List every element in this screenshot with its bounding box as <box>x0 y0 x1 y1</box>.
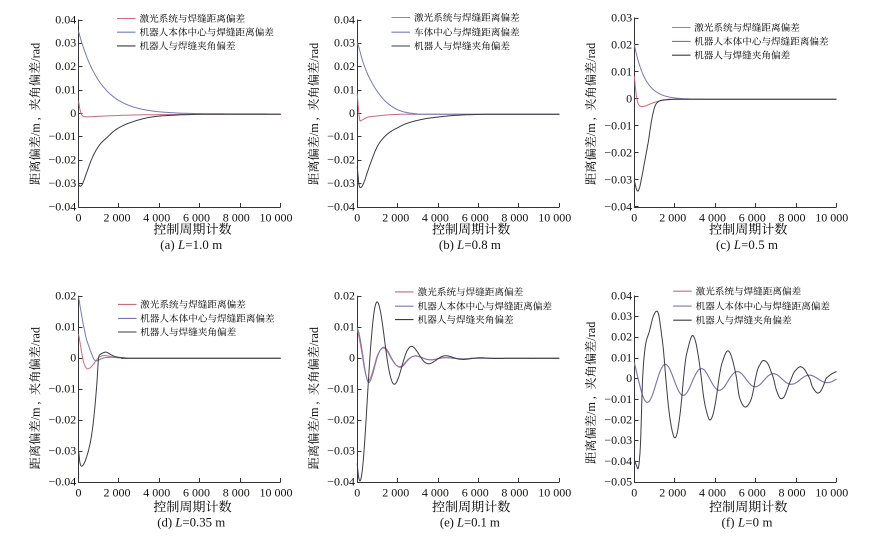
svg-text:0.01: 0.01 <box>55 82 76 96</box>
svg-text:0.01: 0.01 <box>611 350 632 364</box>
svg-text:8 000: 8 000 <box>779 210 806 224</box>
svg-text:0: 0 <box>76 486 82 500</box>
svg-text:10 000: 10 000 <box>815 210 848 224</box>
svg-text:0: 0 <box>626 91 632 105</box>
svg-text:0: 0 <box>354 486 360 500</box>
svg-text:2 000: 2 000 <box>104 486 131 500</box>
svg-text:2 000: 2 000 <box>382 486 409 500</box>
svg-text:0.04: 0.04 <box>334 12 355 26</box>
svg-text:6 000: 6 000 <box>183 210 210 224</box>
svg-text:0.02: 0.02 <box>611 330 632 344</box>
svg-text:6 000: 6 000 <box>462 210 489 224</box>
svg-text:8 000: 8 000 <box>501 486 528 500</box>
svg-text:2 000: 2 000 <box>382 210 409 224</box>
svg-text:0: 0 <box>76 210 82 224</box>
svg-text:−0.03: −0.03 <box>327 176 355 190</box>
svg-text:−0.03: −0.03 <box>604 433 632 447</box>
svg-text:−0.01: −0.01 <box>49 129 77 143</box>
svg-text:2 000: 2 000 <box>104 210 131 224</box>
svg-text:0.03: 0.03 <box>611 10 632 24</box>
svg-text:−0.02: −0.02 <box>604 145 632 159</box>
svg-text:0.02: 0.02 <box>611 37 632 51</box>
svg-text:(c) L=0.5 m: (c) L=0.5 m <box>716 238 778 252</box>
svg-text:−0.02: −0.02 <box>49 413 77 427</box>
svg-text:−0.02: −0.02 <box>327 153 355 167</box>
svg-text:−0.02: −0.02 <box>604 413 632 427</box>
svg-text:2 000: 2 000 <box>659 486 686 500</box>
svg-text:2 000: 2 000 <box>659 210 686 224</box>
svg-text:4 000: 4 000 <box>699 210 726 224</box>
svg-text:0.02: 0.02 <box>55 59 76 73</box>
svg-text:4 000: 4 000 <box>143 210 170 224</box>
svg-text:0.03: 0.03 <box>611 309 632 323</box>
svg-text:−0.04: −0.04 <box>49 199 77 213</box>
svg-text:4 000: 4 000 <box>143 486 170 500</box>
svg-text:0.03: 0.03 <box>55 36 76 50</box>
svg-text:−0.01: −0.01 <box>604 118 632 132</box>
svg-text:0.02: 0.02 <box>55 289 76 303</box>
svg-text:0.04: 0.04 <box>611 288 632 302</box>
svg-text:−0.03: −0.03 <box>49 176 77 190</box>
svg-text:10 000: 10 000 <box>538 486 571 500</box>
svg-text:−0.01: −0.01 <box>49 382 77 396</box>
svg-text:−0.04: −0.04 <box>327 199 355 213</box>
svg-text:0: 0 <box>626 371 632 385</box>
svg-text:−0.05: −0.05 <box>604 475 632 489</box>
svg-text:0: 0 <box>354 210 360 224</box>
svg-text:−0.03: −0.03 <box>327 444 355 458</box>
svg-text:8 000: 8 000 <box>779 486 806 500</box>
svg-text:4 000: 4 000 <box>422 486 449 500</box>
svg-text:−0.01: −0.01 <box>327 129 355 143</box>
svg-text:(f) L=0 m: (f) L=0 m <box>722 515 773 529</box>
svg-text:−0.01: −0.01 <box>604 392 632 406</box>
svg-text:6 000: 6 000 <box>462 486 489 500</box>
svg-text:0: 0 <box>631 210 637 224</box>
svg-text:−0.03: −0.03 <box>604 172 632 186</box>
svg-text:0: 0 <box>70 351 76 365</box>
svg-text:10 000: 10 000 <box>260 210 293 224</box>
svg-text:0.01: 0.01 <box>611 64 632 78</box>
svg-text:0.01: 0.01 <box>334 82 355 96</box>
svg-text:−0.03: −0.03 <box>49 444 77 458</box>
svg-text:8 000: 8 000 <box>223 210 250 224</box>
svg-text:0.02: 0.02 <box>334 59 355 73</box>
svg-text:6 000: 6 000 <box>739 486 766 500</box>
svg-text:0: 0 <box>631 486 637 500</box>
svg-text:0: 0 <box>349 106 355 120</box>
svg-text:0: 0 <box>70 106 76 120</box>
svg-text:0: 0 <box>349 351 355 365</box>
svg-text:4 000: 4 000 <box>699 486 726 500</box>
svg-text:0.01: 0.01 <box>334 320 355 334</box>
svg-text:(b) L=0.8 m: (b) L=0.8 m <box>439 238 501 252</box>
svg-text:10 000: 10 000 <box>260 486 293 500</box>
svg-text:(a) L=1.0 m: (a) L=1.0 m <box>160 238 222 252</box>
svg-text:4 000: 4 000 <box>422 210 449 224</box>
svg-text:6 000: 6 000 <box>183 486 210 500</box>
svg-text:10 000: 10 000 <box>815 486 848 500</box>
svg-text:0.01: 0.01 <box>55 320 76 334</box>
svg-text:6 000: 6 000 <box>739 210 766 224</box>
svg-text:(d) L=0.35 m: (d) L=0.35 m <box>157 515 225 529</box>
svg-text:0.02: 0.02 <box>334 289 355 303</box>
svg-text:−0.04: −0.04 <box>327 475 355 489</box>
svg-text:−0.04: −0.04 <box>604 199 632 213</box>
svg-text:8 000: 8 000 <box>501 210 528 224</box>
svg-text:0.03: 0.03 <box>334 36 355 50</box>
svg-text:10 000: 10 000 <box>538 210 571 224</box>
svg-text:−0.01: −0.01 <box>327 382 355 396</box>
svg-text:−0.04: −0.04 <box>604 454 632 468</box>
svg-text:0.04: 0.04 <box>55 12 76 26</box>
svg-text:−0.02: −0.02 <box>49 153 77 167</box>
svg-text:−0.02: −0.02 <box>327 413 355 427</box>
svg-text:(e) L=0.1 m: (e) L=0.1 m <box>440 515 500 529</box>
svg-text:−0.04: −0.04 <box>49 475 77 489</box>
svg-text:8 000: 8 000 <box>223 486 250 500</box>
